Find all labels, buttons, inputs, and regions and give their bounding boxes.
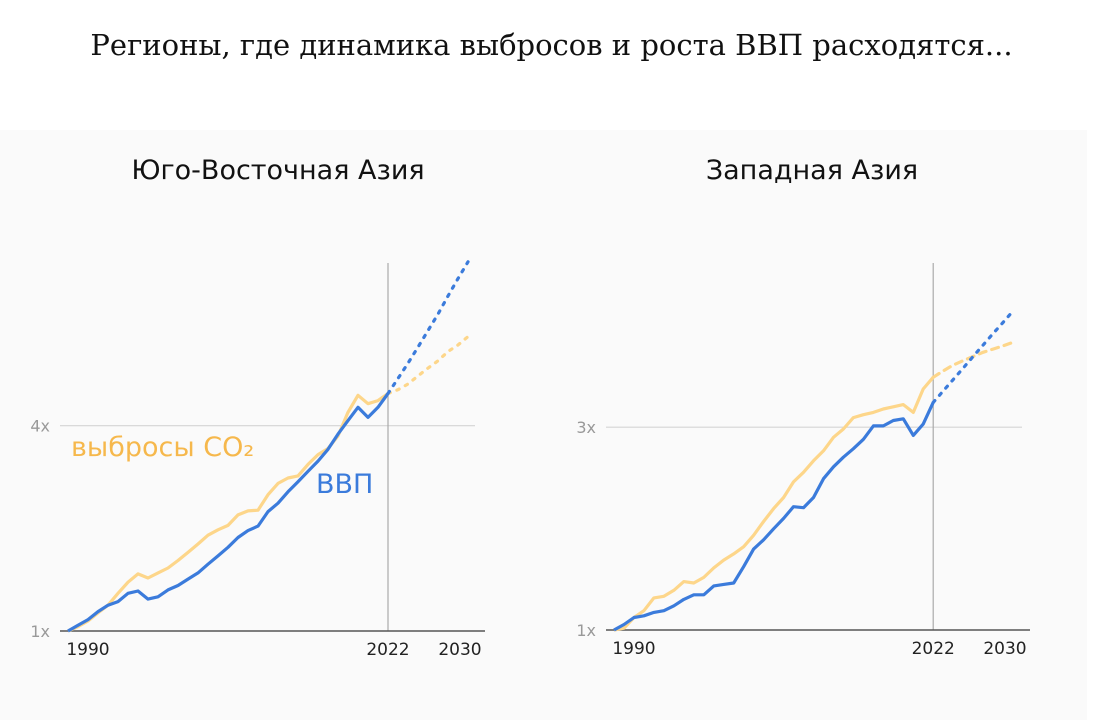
chart-1: 1x 3x 1990 2022 2030 [576, 263, 1030, 659]
chart-0: 1x 4x 1990 2022 2030 [30, 260, 485, 660]
chart-title-southeast-asia: Юго-Восточная Азия [131, 155, 425, 186]
y-tick-label: 1x [576, 621, 596, 640]
y-tick-label: 3x [576, 418, 596, 437]
x-tick-label: 1990 [612, 639, 655, 659]
gdp-line [67, 392, 390, 633]
gdp-projection-line [386, 260, 470, 396]
co2-series-label: выбросы CO₂ [71, 432, 255, 463]
co2-projection-line [931, 340, 1015, 379]
gdp-series-label: ВВП [316, 469, 374, 500]
main-title: Регионы, где динамика выбросов и роста В… [90, 28, 1013, 62]
gdp-line [613, 401, 935, 632]
chart-title-west-asia: Западная Азия [705, 155, 919, 186]
co2-line [613, 376, 935, 632]
co2-projection-line [386, 335, 470, 396]
gdp-projection-line [931, 309, 1015, 404]
y-tick-label: 4x [30, 417, 50, 436]
x-tick-label: 1990 [66, 640, 109, 660]
y-tick-label: 1x [30, 622, 50, 641]
x-tick-label: 2030 [438, 640, 481, 660]
x-tick-label: 2022 [366, 640, 409, 660]
x-tick-label: 2030 [983, 639, 1026, 659]
x-tick-label: 2022 [912, 639, 955, 659]
